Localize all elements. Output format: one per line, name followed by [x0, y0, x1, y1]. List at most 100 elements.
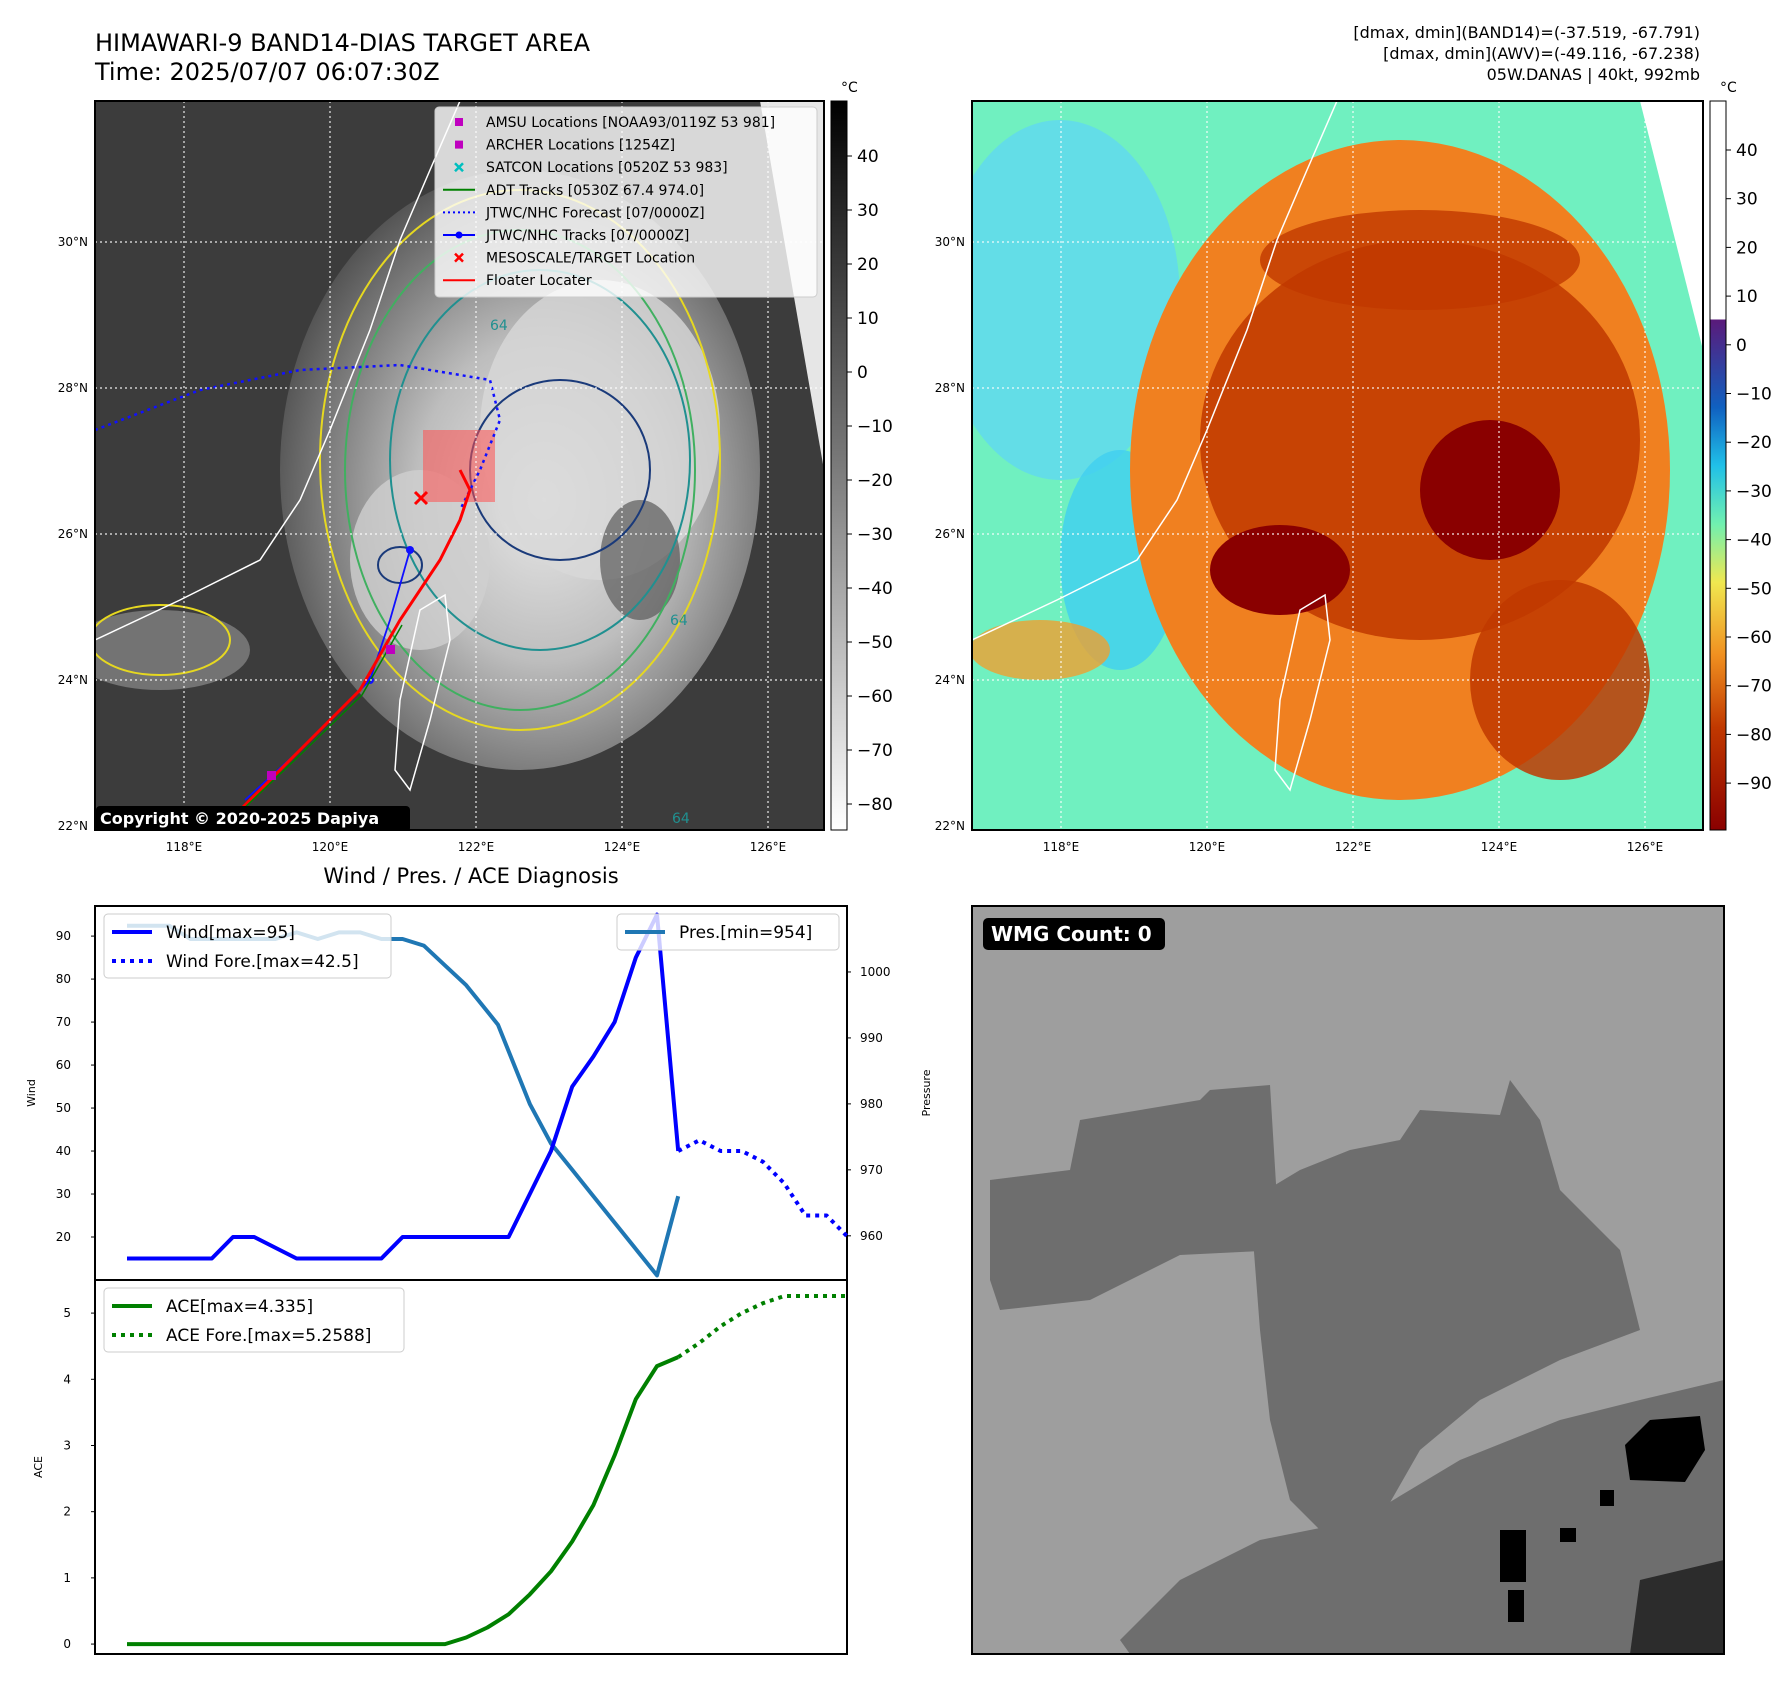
- target-box: [423, 430, 495, 502]
- legend-marker-dot: [455, 231, 463, 239]
- colorbar-tick-label: 10: [857, 309, 879, 329]
- colorbar-tick-label: −40: [857, 579, 893, 599]
- adt-track: [239, 624, 403, 813]
- lat-tick-label: 26°N: [58, 527, 88, 541]
- wind-pressure-chart: Wind Pressure 20 30 40 50 60 70 80 90 960 970 980…: [25, 905, 933, 1281]
- ir-colorbar-unit: °C: [841, 80, 858, 96]
- lon-tick-label: 122°E: [1335, 840, 1372, 854]
- wmg-region: [990, 1085, 1280, 1310]
- legend-marker: [455, 118, 463, 126]
- contour-label: 64: [670, 613, 688, 629]
- wind-legend-label: Wind[max=95]: [166, 923, 295, 943]
- copyright-text: Copyright © 2020-2025 Dapiya: [100, 809, 379, 828]
- ace-axes-frame: [94, 1279, 848, 1655]
- ir-cold-core: [480, 280, 720, 580]
- awv-map-panel: 118°E 120°E 122°E 124°E 126°E 30°N 28°N 26°N 24…: [935, 80, 1772, 854]
- colorbar-tick-label: −50: [1736, 579, 1772, 599]
- y-tick-label: 30: [56, 1187, 71, 1201]
- colorbar-tick-label: −80: [857, 795, 893, 815]
- ace-ylabel: ACE: [32, 1456, 45, 1478]
- contour-label: 64: [672, 811, 690, 827]
- awv-coastline-taiwan: [1274, 593, 1331, 792]
- y-tick-label: 5: [63, 1306, 71, 1320]
- y2-tick-label: 980: [860, 1097, 883, 1111]
- awv-north-band: [1260, 210, 1580, 310]
- awv-colorbar: [1709, 100, 1727, 831]
- legend-marker: [454, 162, 464, 173]
- wind-legend-box: [103, 913, 392, 979]
- lat-tick-label: 26°N: [935, 527, 965, 541]
- y-tick-label: 90: [56, 929, 71, 943]
- awv-max-b: [1210, 525, 1350, 615]
- colorbar-tick-label: −60: [1736, 628, 1772, 648]
- awv-coastline-china: [972, 101, 1338, 641]
- wmg-frame: [971, 905, 1725, 1655]
- legend-label: Floater Locater: [486, 273, 592, 289]
- ir-legend: AMSU Locations [NOAA93/0119Z 53 981] ARCH…: [434, 106, 818, 298]
- y-tick-label: 60: [56, 1058, 71, 1072]
- awv-stats: [dmax, dmin](AWV)=(-49.116, -67.238): [1383, 44, 1700, 63]
- wmg-count-box: [983, 918, 1165, 950]
- ace-forecast-line: [677, 1294, 848, 1359]
- lon-tick-label: 126°E: [750, 840, 787, 854]
- colorbar-tick-label: 0: [1736, 336, 1747, 356]
- wmg-region-dark: [1630, 1560, 1724, 1654]
- ir-colorbar: [830, 100, 848, 831]
- ace-fore-legend-label: ACE Fore.[max=5.2588]: [166, 1326, 371, 1346]
- pressure-ylabel: Pressure: [920, 1069, 933, 1116]
- colorbar-tick-label: −10: [857, 417, 893, 437]
- colorbar-tick-label: 30: [1736, 190, 1758, 210]
- wind-forecast-line: [677, 1138, 850, 1239]
- colorbar-tick-label: 0: [857, 363, 868, 383]
- target-marker: [413, 490, 429, 506]
- coastline-china: [95, 101, 461, 641]
- lon-tick-label: 118°E: [166, 840, 203, 854]
- lat-tick-label: 28°N: [58, 381, 88, 395]
- figure-time: Time: 2025/07/07 06:07:30Z: [94, 58, 440, 86]
- chart-title: Wind / Pres. / ACE Diagnosis: [323, 864, 618, 888]
- awv-map-frame: [971, 100, 1704, 831]
- ir-south-band: [350, 470, 490, 650]
- wmg-cell-black: [1560, 1528, 1576, 1542]
- colorbar-tick-label: −10: [1736, 385, 1772, 405]
- wind-legend: Wind[max=95] Wind Fore.[max=42.5]: [103, 913, 392, 979]
- legend-box: [434, 106, 818, 298]
- y-tick-label: 40: [56, 1144, 71, 1158]
- lon-tick-label: 120°E: [1189, 840, 1226, 854]
- wind-fore-legend-label: Wind Fore.[max=42.5]: [166, 952, 359, 972]
- wmg-count-label: WMG Count: 0: [991, 922, 1152, 946]
- legend-label: AMSU Locations [NOAA93/0119Z 53 981]: [486, 115, 775, 131]
- archer-marker: [267, 771, 276, 780]
- ace-chart: ACE 0 1 2 3 4 5 ACE[max=4.335] ACE Fore.[max=…: [32, 1279, 848, 1655]
- colorbar-tick-label: 40: [857, 147, 879, 167]
- awv-south-band: [1470, 580, 1650, 780]
- legend-marker: [454, 252, 464, 263]
- lat-tick-label: 30°N: [935, 235, 965, 249]
- lon-tick-label: 120°E: [312, 840, 349, 854]
- wmg-region: [1250, 1080, 1640, 1540]
- y-tick-label: 2: [63, 1505, 71, 1519]
- legend-label: ARCHER Locations [1254Z]: [486, 138, 675, 154]
- colorbar-tick-label: −50: [857, 633, 893, 653]
- pressure-legend-label: Pres.[min=954]: [679, 923, 812, 943]
- wmg-cell-black: [1508, 1590, 1524, 1622]
- lon-tick-label: 124°E: [604, 840, 641, 854]
- awv-colorbar-unit: °C: [1720, 80, 1737, 96]
- y-tick-label: 0: [63, 1637, 71, 1651]
- storm-info: 05W.DANAS | 40kt, 992mb: [1487, 65, 1700, 84]
- forecast-track: [95, 363, 502, 511]
- pressure-legend: Pres.[min=954]: [616, 913, 840, 951]
- colorbar-tick-label: −30: [857, 525, 893, 545]
- lat-tick-label: 22°N: [935, 819, 965, 833]
- legend-label: SATCON Locations [0520Z 53 983]: [486, 160, 728, 176]
- awv-west-cloud: [972, 620, 1110, 680]
- lat-tick-label: 24°N: [58, 673, 88, 687]
- colorbar-tick-label: 10: [1736, 287, 1758, 307]
- awv-nodata-edge: [1640, 101, 1703, 350]
- awv-gridlines: [972, 101, 1703, 830]
- contour-label: 64: [490, 318, 508, 334]
- coastline-taiwan: [394, 593, 451, 792]
- ir-map-frame: [94, 100, 825, 831]
- wind-line: [127, 912, 681, 1261]
- colorbar-tick-label: −40: [1736, 531, 1772, 551]
